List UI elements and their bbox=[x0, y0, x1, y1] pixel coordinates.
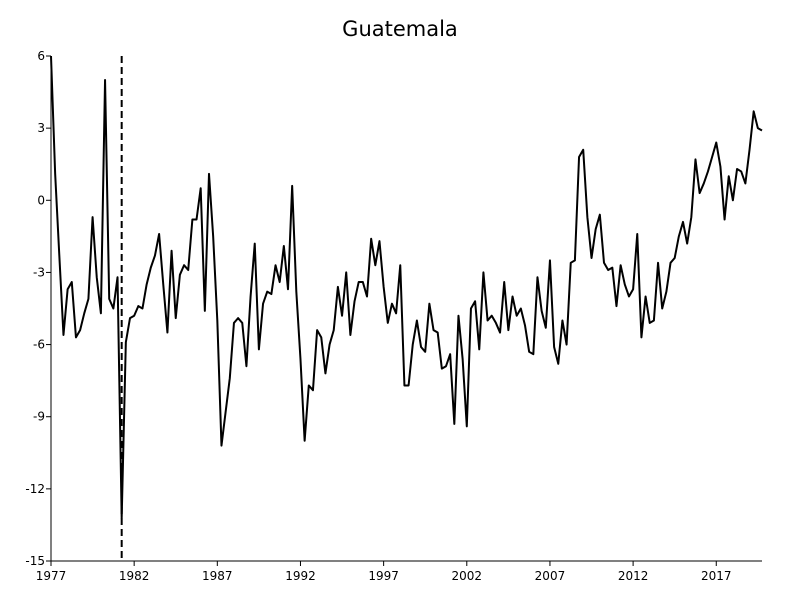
chart-title: Guatemala bbox=[342, 17, 458, 41]
y-tick-label: -9 bbox=[33, 410, 45, 424]
y-tick-label: -3 bbox=[33, 265, 45, 279]
y-tick-label: -6 bbox=[33, 338, 45, 352]
x-tick-label: 2002 bbox=[452, 569, 483, 583]
x-tick-label: 1992 bbox=[285, 569, 316, 583]
x-tick-label: 1997 bbox=[368, 569, 399, 583]
x-tick-label: 2017 bbox=[701, 569, 732, 583]
x-tick-label: 2012 bbox=[618, 569, 649, 583]
x-tick-label: 1977 bbox=[36, 569, 67, 583]
y-tick-label: 0 bbox=[37, 193, 45, 207]
y-tick-label: -12 bbox=[25, 482, 45, 496]
x-ticks: 1977 1982 1987 1992 1997 2002 2007 2012 2017 bbox=[36, 561, 732, 583]
y-ticks: 6 3 0 -3 -6 -9 -12 -15 bbox=[25, 49, 51, 568]
y-tick-label: 3 bbox=[37, 121, 45, 135]
series-line bbox=[50, 55, 763, 519]
x-tick-label: 2007 bbox=[535, 569, 566, 583]
x-tick-label: 1982 bbox=[119, 569, 150, 583]
x-tick-label: 1987 bbox=[202, 569, 233, 583]
y-tick-label: 6 bbox=[37, 49, 45, 63]
y-tick-label: -15 bbox=[25, 554, 45, 568]
